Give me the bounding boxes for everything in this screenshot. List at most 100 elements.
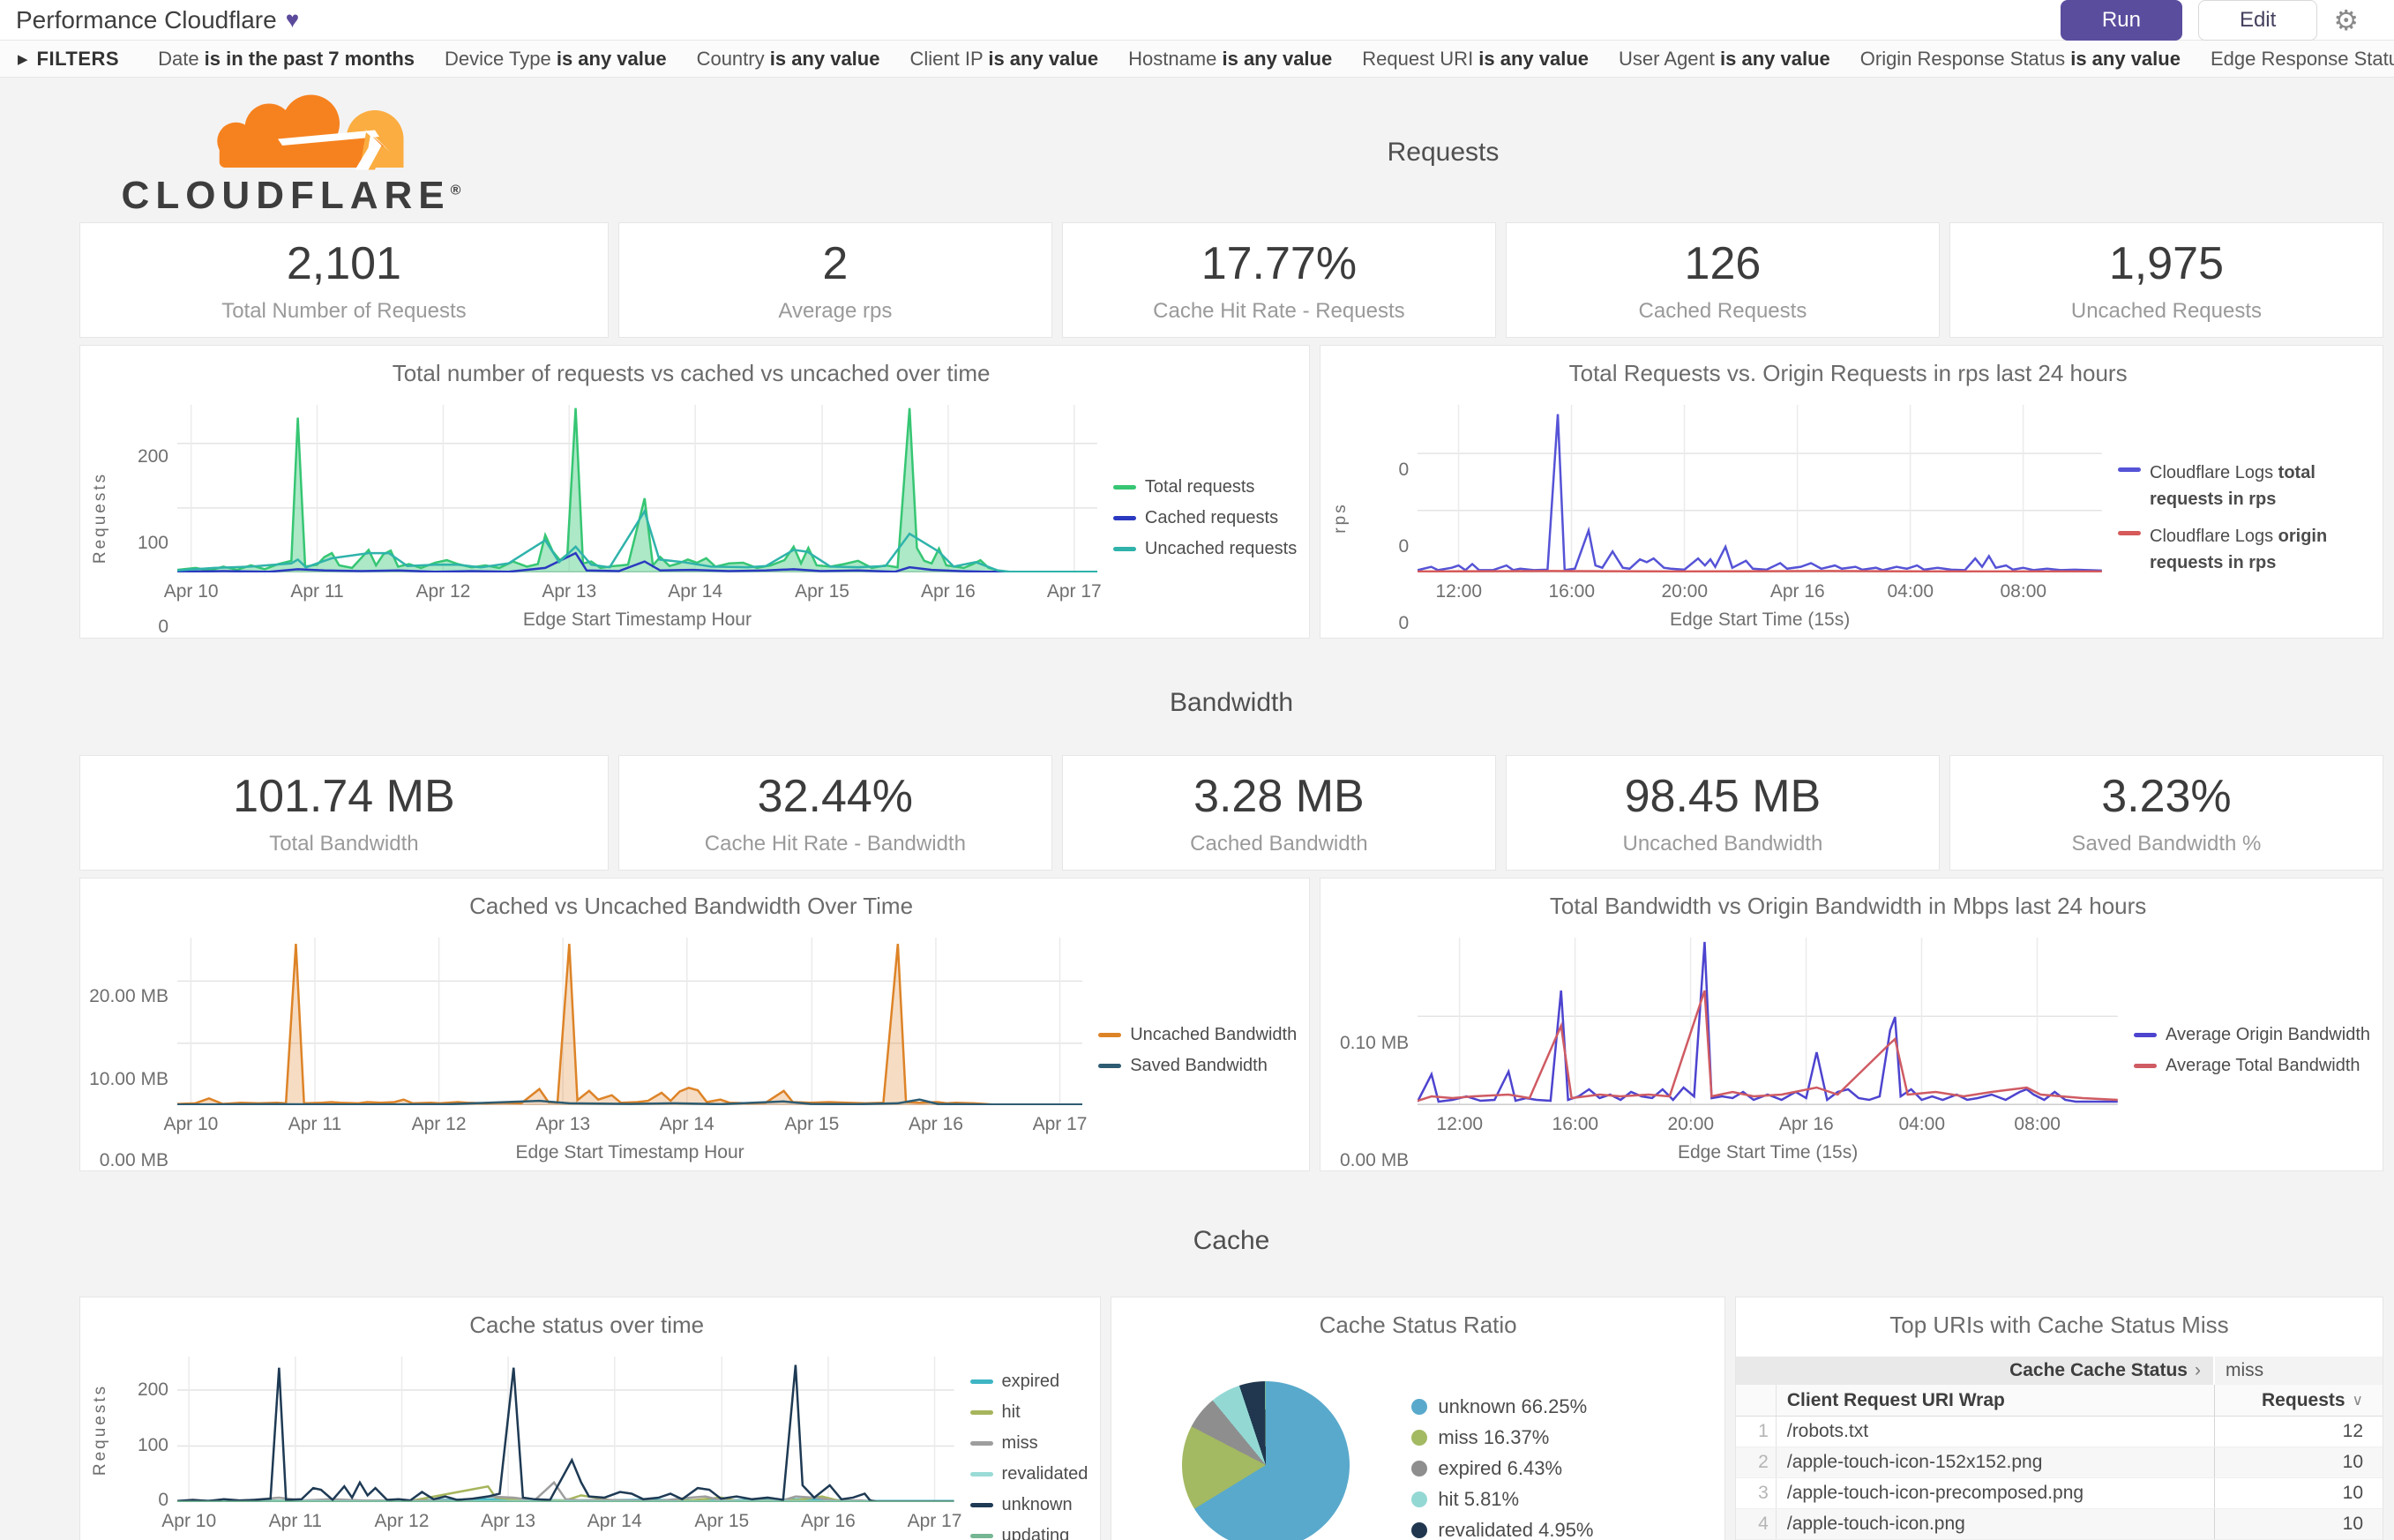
y-axis-label: rps (1331, 502, 1350, 534)
filter-item-hostname[interactable]: Hostname is any value (1128, 47, 1333, 70)
legend-swatch (969, 1502, 993, 1507)
pie-legend-item-expired[interactable]: expired 6.43% (1411, 1457, 1593, 1480)
kpi-value: 32.44% (757, 770, 914, 822)
section-heading-bandwidth: Bandwidth (1169, 688, 1294, 717)
table-header-row: Client Request URI Wrap Requests ∨ (1735, 1385, 2383, 1417)
table-pivot-band: Cache Cache Status › miss (1735, 1357, 2383, 1385)
row-uri[interactable]: /apple-touch-icon-152x152.png (1777, 1447, 2215, 1477)
filter-item-date[interactable]: Date is in the past 7 months (158, 47, 415, 70)
x-tick-label: Apr 16 (909, 1114, 963, 1134)
legend-label: expired (1001, 1371, 1060, 1391)
x-tick-label: Apr 14 (659, 1114, 714, 1134)
x-tick-label: Apr 15 (694, 1511, 750, 1531)
chevron-right-icon: › (2195, 1360, 2201, 1380)
legend-label: unknown (1001, 1494, 1073, 1514)
kpi-tile-uncached-bandwidth: 98.45 MB Uncached Bandwidth (1505, 755, 1940, 871)
legend-item-updating[interactable]: updating (969, 1526, 1089, 1540)
kpi-value: 101.74 MB (233, 770, 455, 822)
row-uri[interactable]: /apple-touch-icon.png (1777, 1509, 2215, 1539)
legend-swatch (969, 1409, 993, 1415)
run-button[interactable]: Run (2060, 0, 2182, 41)
pie-legend-item-hit[interactable]: hit 5.81% (1411, 1488, 1593, 1511)
legend-item-expired[interactable]: expired (969, 1371, 1089, 1392)
x-tick-label: 12:00 (1435, 581, 1483, 602)
x-axis-label: Edge Start Time (15s) (1669, 609, 1851, 630)
legend-swatch (969, 1440, 993, 1446)
filter-item-device-type[interactable]: Device Type is any value (445, 47, 667, 70)
legend-item-saved-bandwidth[interactable]: Saved Bandwidth (1098, 1056, 1297, 1076)
requests-charts-row: Total number of requests vs cached vs un… (79, 345, 2383, 639)
x-tick-label: Apr 14 (668, 581, 723, 602)
legend-item-miss[interactable]: miss (969, 1433, 1089, 1454)
filter-item-country[interactable]: Country is any value (696, 47, 880, 70)
x-axis-ticks: 12:00 16:00 20:00 Apr 16 04:00 08:00 (1418, 1105, 2118, 1137)
x-tick-label: 16:00 (1552, 1114, 1599, 1134)
cloudflare-wordmark: CLOUDFLARE® (121, 174, 461, 217)
chart-legend: expired hit miss revalidated unknown updating (954, 1357, 1089, 1540)
legend-item-average-origin-bandwidth[interactable]: Average Origin Bandwidth (2134, 1025, 2370, 1045)
filter-item-user-agent[interactable]: User Agent is any value (1619, 47, 1830, 70)
kpi-tile-uncached-requests: 1,975 Uncached Requests (1949, 222, 2383, 338)
topbar-actions: Run Edit ⚙ (2060, 0, 2359, 41)
chart-rps-24h: Total Requests vs. Origin Requests in rp… (1320, 345, 2383, 639)
y-tick-label: 0 (158, 1489, 168, 1510)
chart-title: Total Requests vs. Origin Requests in rp… (1568, 360, 2128, 386)
legend-item-cloudflare-logs-origin-requests-in-rps[interactable]: Cloudflare Logs origin requests in rps (2118, 523, 2370, 576)
chart-legend: Uncached Bandwidth Saved Bandwidth (1082, 938, 1297, 1163)
filter-item-request-uri[interactable]: Request URI is any value (1362, 47, 1590, 70)
legend-label: Cloudflare Logs total requests in rps (2150, 463, 2315, 509)
x-tick-label: 04:00 (1887, 581, 1934, 602)
filters-toggle[interactable]: ▶ FILTERS (18, 47, 120, 70)
pie-legend-item-revalidated[interactable]: revalidated 4.95% (1411, 1519, 1594, 1540)
edit-button[interactable]: Edit (2197, 0, 2318, 41)
x-axis-ticks: Apr 10 Apr 11 Apr 12 Apr 13 Apr 14 Apr 15 Apr … (163, 1105, 1087, 1137)
y-tick-label: 0 (158, 617, 168, 638)
filter-items: Date is in the past 7 months Device Type … (158, 48, 2394, 71)
row-uri[interactable]: /apple-touch-icon-precomposed.png (1777, 1478, 2215, 1508)
pie-legend-dot (1411, 1399, 1428, 1415)
plot-area (1418, 405, 2102, 572)
filter-bar: ▶ FILTERS Date is in the past 7 months De… (0, 41, 2394, 78)
page-title: Performance Cloudflare (16, 5, 277, 34)
filter-item-edge-response-status[interactable]: Edge Response Status is any value (2210, 47, 2394, 70)
legend-item-hit[interactable]: hit (969, 1402, 1089, 1423)
gear-icon[interactable]: ⚙ (2333, 4, 2359, 36)
filter-item-origin-response-status[interactable]: Origin Response Status is any value (1859, 47, 2181, 70)
kpi-label: Cached Requests (1638, 298, 1807, 323)
rank-column-header (1736, 1385, 1777, 1416)
legend-item-revalidated[interactable]: revalidated (969, 1464, 1088, 1484)
row-uri[interactable]: /robots.txt (1777, 1417, 2215, 1447)
pie-legend-label: hit 5.81% (1438, 1488, 1520, 1510)
x-tick-label: Apr 11 (288, 1114, 342, 1134)
uri-column-header[interactable]: Client Request URI Wrap (1777, 1385, 2215, 1416)
kpi-value: 126 (1684, 237, 1762, 289)
x-tick-label: Apr 15 (795, 581, 849, 602)
pivot-header[interactable]: Cache Cache Status › (1736, 1357, 2215, 1385)
legend-swatch (1098, 1033, 1122, 1037)
plot-area (177, 1357, 954, 1502)
legend-item-total-requests[interactable]: Total requests (1112, 477, 1297, 497)
row-rank: 1 (1736, 1417, 1777, 1447)
kpi-label: Total Bandwidth (269, 831, 419, 856)
x-tick-label: 16:00 (1548, 581, 1596, 602)
pie-legend-label: miss 16.37% (1438, 1426, 1550, 1448)
sort-desc-icon: ∨ (2352, 1391, 2363, 1409)
plot-area (177, 405, 1097, 572)
legend-item-cached-requests[interactable]: Cached requests (1112, 508, 1297, 528)
legend-item-average-total-bandwidth[interactable]: Average Total Bandwidth (2134, 1056, 2370, 1076)
legend-item-cloudflare-logs-total-requests-in-rps[interactable]: Cloudflare Logs total requests in rps (2118, 460, 2370, 512)
pie-legend-dot (1411, 1461, 1428, 1476)
filter-item-client-ip[interactable]: Client IP is any value (909, 47, 1099, 70)
pie-legend-item-miss[interactable]: miss 16.37% (1411, 1426, 1593, 1449)
cache-status-ratio-card: Cache Status Ratio unknown 66.25% miss 16… (1111, 1297, 1725, 1540)
legend-item-uncached-requests[interactable]: Uncached requests (1112, 539, 1297, 559)
kpi-tile-cache-hit-rate-requests: 17.77% Cache Hit Rate - Requests (1061, 222, 1496, 338)
kpi-value: 3.23% (2101, 770, 2232, 822)
legend-item-unknown[interactable]: unknown (969, 1494, 1089, 1515)
kpi-label: Cached Bandwidth (1190, 831, 1368, 856)
requests-column-header[interactable]: Requests ∨ (2262, 1389, 2363, 1410)
legend-swatch (2134, 1033, 2157, 1037)
pivot-value: miss (2215, 1357, 2383, 1385)
pie-legend-item-unknown[interactable]: unknown 66.25% (1411, 1395, 1593, 1418)
legend-item-uncached-bandwidth[interactable]: Uncached Bandwidth (1098, 1025, 1297, 1045)
